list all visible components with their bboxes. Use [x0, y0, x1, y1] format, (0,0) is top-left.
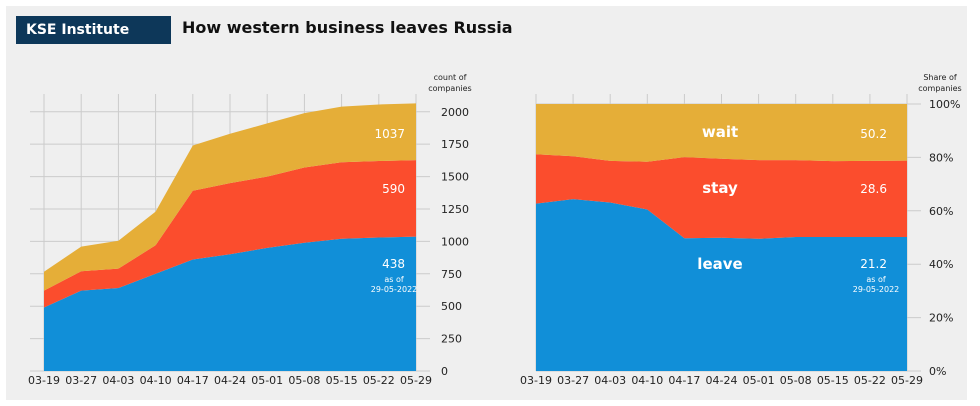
x-tick-label: 03-27 — [557, 374, 589, 387]
value-label: 21.2 — [860, 257, 887, 271]
x-tick-label: 05-15 — [817, 374, 849, 387]
area-leave-count — [44, 236, 416, 371]
x-tick-label: 03-19 — [520, 374, 552, 387]
note-label: as of — [866, 275, 886, 284]
series-label-stay: stay — [702, 179, 738, 197]
brand-badge: KSE Institute — [16, 16, 171, 44]
x-tick-label: 04-24 — [214, 374, 246, 387]
x-tick-label: 05-01 — [743, 374, 775, 387]
y-tick-label: 20% — [929, 312, 953, 325]
value-label: 438 — [382, 257, 405, 271]
x-tick-label: 05-29 — [400, 374, 432, 387]
y-tick-label: 0% — [929, 365, 946, 378]
x-tick-label: 04-17 — [668, 374, 700, 387]
x-tick-label: 05-29 — [891, 374, 923, 387]
series-label-wait: wait — [702, 123, 738, 141]
x-tick-label: 04-03 — [594, 374, 626, 387]
value-label: 50.2 — [860, 127, 887, 141]
page-title: How western business leaves Russia — [182, 18, 513, 37]
x-tick-label: 05-08 — [288, 374, 320, 387]
area-leave-share — [536, 199, 907, 371]
y-tick-label: 2000 — [441, 106, 469, 119]
y-tick-label: 80% — [929, 151, 953, 164]
y-tick-label: 250 — [441, 333, 462, 346]
x-tick-label: 05-22 — [363, 374, 395, 387]
value-label: 590 — [382, 182, 405, 196]
area-wait-share — [536, 104, 907, 162]
y-tick-label: 60% — [929, 205, 953, 218]
y-tick-label: 100% — [929, 98, 960, 111]
x-tick-label: 05-22 — [854, 374, 886, 387]
x-tick-label: 05-15 — [326, 374, 358, 387]
area-wait-count — [44, 103, 416, 291]
y-axis-label: companies — [918, 84, 961, 93]
note-label: 29-05-2022 — [853, 285, 900, 294]
x-tick-label: 05-01 — [251, 374, 283, 387]
area-stay-count — [44, 160, 416, 308]
x-tick-label: 03-19 — [28, 374, 60, 387]
area-stay-share — [536, 154, 907, 239]
series-label-leave: leave — [697, 255, 742, 273]
y-tick-label: 0 — [441, 365, 448, 378]
y-axis-label: Share of — [923, 73, 957, 82]
value-label: 1037 — [374, 127, 405, 141]
note-label: 29-05-2022 — [371, 285, 418, 294]
y-tick-label: 40% — [929, 258, 953, 271]
x-tick-label: 04-24 — [706, 374, 738, 387]
y-tick-label: 500 — [441, 300, 462, 313]
note-label: as of — [384, 275, 404, 284]
x-tick-label: 04-10 — [631, 374, 663, 387]
x-tick-label: 04-03 — [102, 374, 134, 387]
x-tick-label: 04-17 — [177, 374, 209, 387]
x-tick-label: 04-10 — [140, 374, 172, 387]
x-tick-label: 03-27 — [65, 374, 97, 387]
y-tick-label: 1250 — [441, 203, 469, 216]
y-tick-label: 750 — [441, 268, 462, 281]
y-tick-label: 1750 — [441, 138, 469, 151]
y-tick-label: 1500 — [441, 171, 469, 184]
x-tick-label: 05-08 — [780, 374, 812, 387]
y-axis-label: companies — [428, 84, 471, 93]
y-axis-label: count of — [434, 73, 467, 82]
value-label: 28.6 — [860, 182, 887, 196]
y-tick-label: 1000 — [441, 235, 469, 248]
